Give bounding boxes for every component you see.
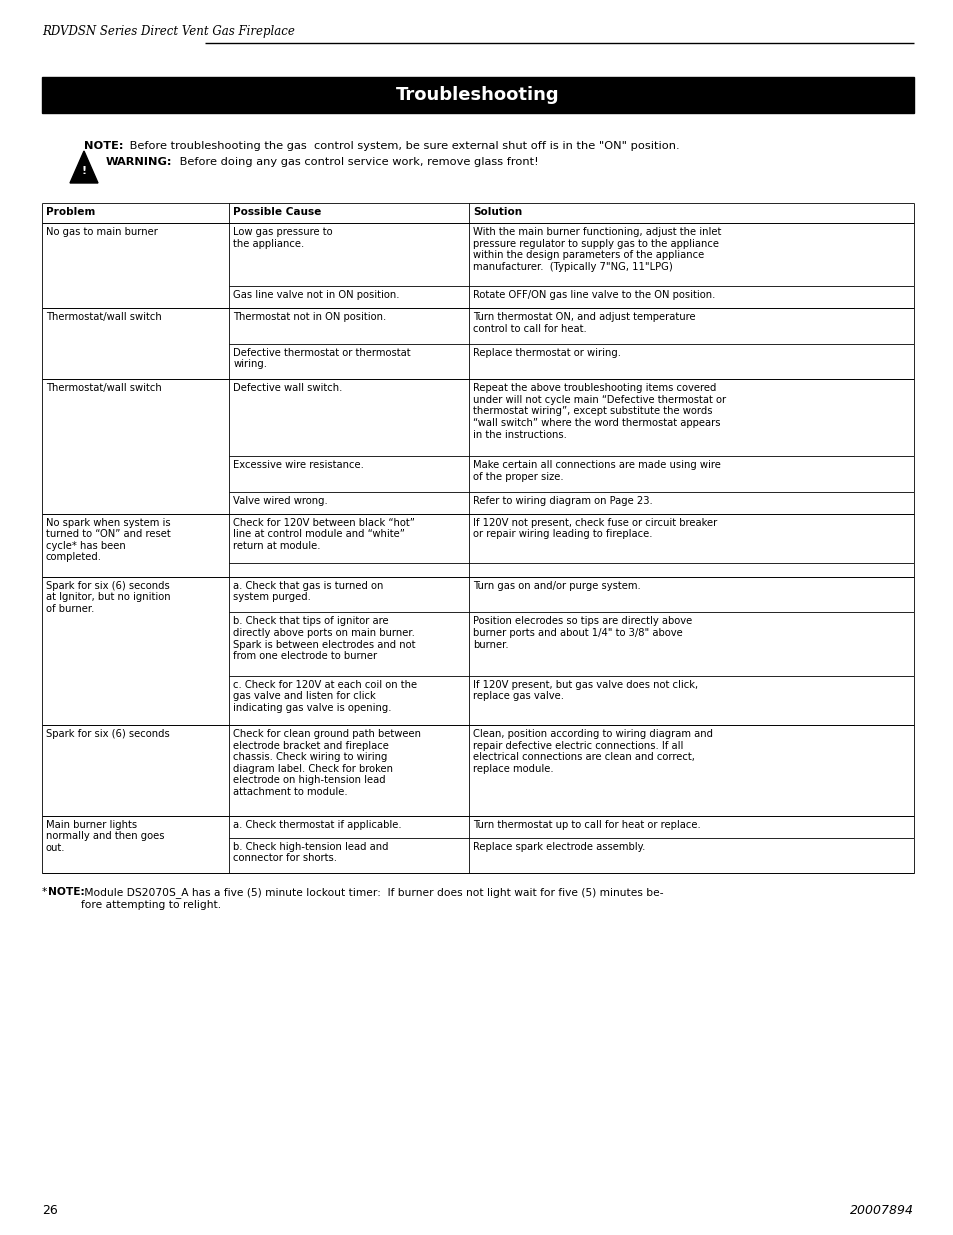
- Text: Thermostat/wall switch: Thermostat/wall switch: [46, 383, 162, 393]
- Text: NOTE:: NOTE:: [48, 887, 85, 897]
- Text: Gas line valve not in ON position.: Gas line valve not in ON position.: [233, 290, 399, 300]
- Text: b. Check that tips of ignitor are
directly above ports on main burner.
Spark is : b. Check that tips of ignitor are direct…: [233, 616, 416, 661]
- Text: Problem: Problem: [46, 207, 95, 217]
- Text: NOTE:: NOTE:: [84, 141, 123, 151]
- Polygon shape: [70, 151, 98, 183]
- Text: Defective thermostat or thermostat
wiring.: Defective thermostat or thermostat wirin…: [233, 347, 411, 369]
- Text: Replace spark electrode assembly.: Replace spark electrode assembly.: [473, 841, 645, 852]
- Text: *: *: [42, 887, 48, 897]
- Text: c. Check for 120V at each coil on the
gas valve and listen for click
indicating : c. Check for 120V at each coil on the ga…: [233, 679, 417, 713]
- Text: 26: 26: [42, 1204, 58, 1216]
- Text: a. Check that gas is turned on
system purged.: a. Check that gas is turned on system pu…: [233, 580, 383, 603]
- Text: Position elecrodes so tips are directly above
burner ports and about 1/4" to 3/8: Position elecrodes so tips are directly …: [473, 616, 692, 650]
- Text: Defective wall switch.: Defective wall switch.: [233, 383, 342, 393]
- Text: Turn thermostat ON, and adjust temperature
control to call for heat.: Turn thermostat ON, and adjust temperatu…: [473, 312, 695, 333]
- Text: Solution: Solution: [473, 207, 522, 217]
- Text: Thermostat not in ON position.: Thermostat not in ON position.: [233, 312, 386, 322]
- Bar: [42, 77, 913, 112]
- Text: Before troubleshooting the gas  control system, be sure external shut off is in : Before troubleshooting the gas control s…: [126, 141, 679, 151]
- Text: 20007894: 20007894: [849, 1204, 913, 1216]
- Text: Excessive wire resistance.: Excessive wire resistance.: [233, 461, 364, 471]
- Text: If 120V present, but gas valve does not click,
replace gas valve.: If 120V present, but gas valve does not …: [473, 679, 698, 701]
- Text: Check for 120V between black “hot”
line at control module and “white”
return at : Check for 120V between black “hot” line …: [233, 517, 415, 551]
- Text: With the main burner functioning, adjust the inlet
pressure regulator to supply : With the main burner functioning, adjust…: [473, 227, 720, 272]
- Text: RDVDSN Series Direct Vent Gas Fireplace: RDVDSN Series Direct Vent Gas Fireplace: [42, 25, 294, 38]
- Text: Spark for six (6) seconds: Spark for six (6) seconds: [46, 729, 170, 739]
- Text: No spark when system is
turned to “ON” and reset
cycle* has been
completed.: No spark when system is turned to “ON” a…: [46, 517, 171, 562]
- Text: Before doing any gas control service work, remove glass front!: Before doing any gas control service wor…: [175, 157, 538, 167]
- Text: If 120V not present, check fuse or circuit breaker
or repair wiring leading to f: If 120V not present, check fuse or circu…: [473, 517, 717, 540]
- Text: Spark for six (6) seconds
at Ignitor, but no ignition
of burner.: Spark for six (6) seconds at Ignitor, bu…: [46, 580, 171, 614]
- Text: Check for clean ground path between
electrode bracket and fireplace
chassis. Che: Check for clean ground path between elec…: [233, 729, 421, 797]
- Text: Possible Cause: Possible Cause: [233, 207, 321, 217]
- Text: Low gas pressure to
the appliance.: Low gas pressure to the appliance.: [233, 227, 333, 248]
- Text: Replace thermostat or wiring.: Replace thermostat or wiring.: [473, 347, 620, 358]
- Text: Repeat the above troubleshooting items covered
under will not cycle main “Defect: Repeat the above troubleshooting items c…: [473, 383, 725, 440]
- Text: Clean, position according to wiring diagram and
repair defective electric connec: Clean, position according to wiring diag…: [473, 729, 713, 774]
- Text: Turn thermostat up to call for heat or replace.: Turn thermostat up to call for heat or r…: [473, 820, 700, 830]
- Text: Make certain all connections are made using wire
of the proper size.: Make certain all connections are made us…: [473, 461, 720, 482]
- Text: Main burner lights
normally and then goes
out.: Main burner lights normally and then goe…: [46, 820, 164, 853]
- Text: Rotate OFF/ON gas line valve to the ON position.: Rotate OFF/ON gas line valve to the ON p…: [473, 290, 715, 300]
- Text: Troubleshooting: Troubleshooting: [395, 86, 559, 104]
- Text: Turn gas on and/or purge system.: Turn gas on and/or purge system.: [473, 580, 640, 590]
- Text: WARNING:: WARNING:: [106, 157, 172, 167]
- Text: !: !: [81, 165, 87, 175]
- Text: Valve wired wrong.: Valve wired wrong.: [233, 495, 328, 506]
- Text: No gas to main burner: No gas to main burner: [46, 227, 157, 237]
- Text: Thermostat/wall switch: Thermostat/wall switch: [46, 312, 162, 322]
- Text: b. Check high-tension lead and
connector for shorts.: b. Check high-tension lead and connector…: [233, 841, 389, 863]
- Text: Module DS2070S_A has a five (5) minute lockout timer:  If burner does not light : Module DS2070S_A has a five (5) minute l…: [81, 887, 663, 910]
- Text: a. Check thermostat if applicable.: a. Check thermostat if applicable.: [233, 820, 401, 830]
- Text: Refer to wiring diagram on Page 23.: Refer to wiring diagram on Page 23.: [473, 495, 653, 506]
